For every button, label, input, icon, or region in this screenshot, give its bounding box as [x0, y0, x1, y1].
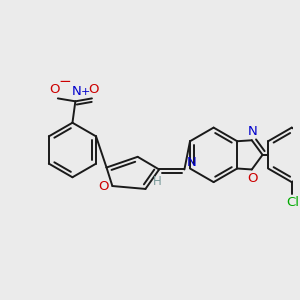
Text: Cl: Cl — [286, 196, 299, 209]
Text: O: O — [88, 83, 99, 96]
Text: H: H — [153, 175, 161, 188]
Text: O: O — [50, 83, 60, 96]
Text: N: N — [248, 125, 258, 138]
Text: +: + — [80, 87, 90, 97]
Text: N: N — [71, 85, 81, 98]
Text: −: − — [58, 74, 71, 89]
Text: O: O — [98, 181, 109, 194]
Text: N: N — [186, 156, 196, 169]
Text: O: O — [248, 172, 258, 185]
